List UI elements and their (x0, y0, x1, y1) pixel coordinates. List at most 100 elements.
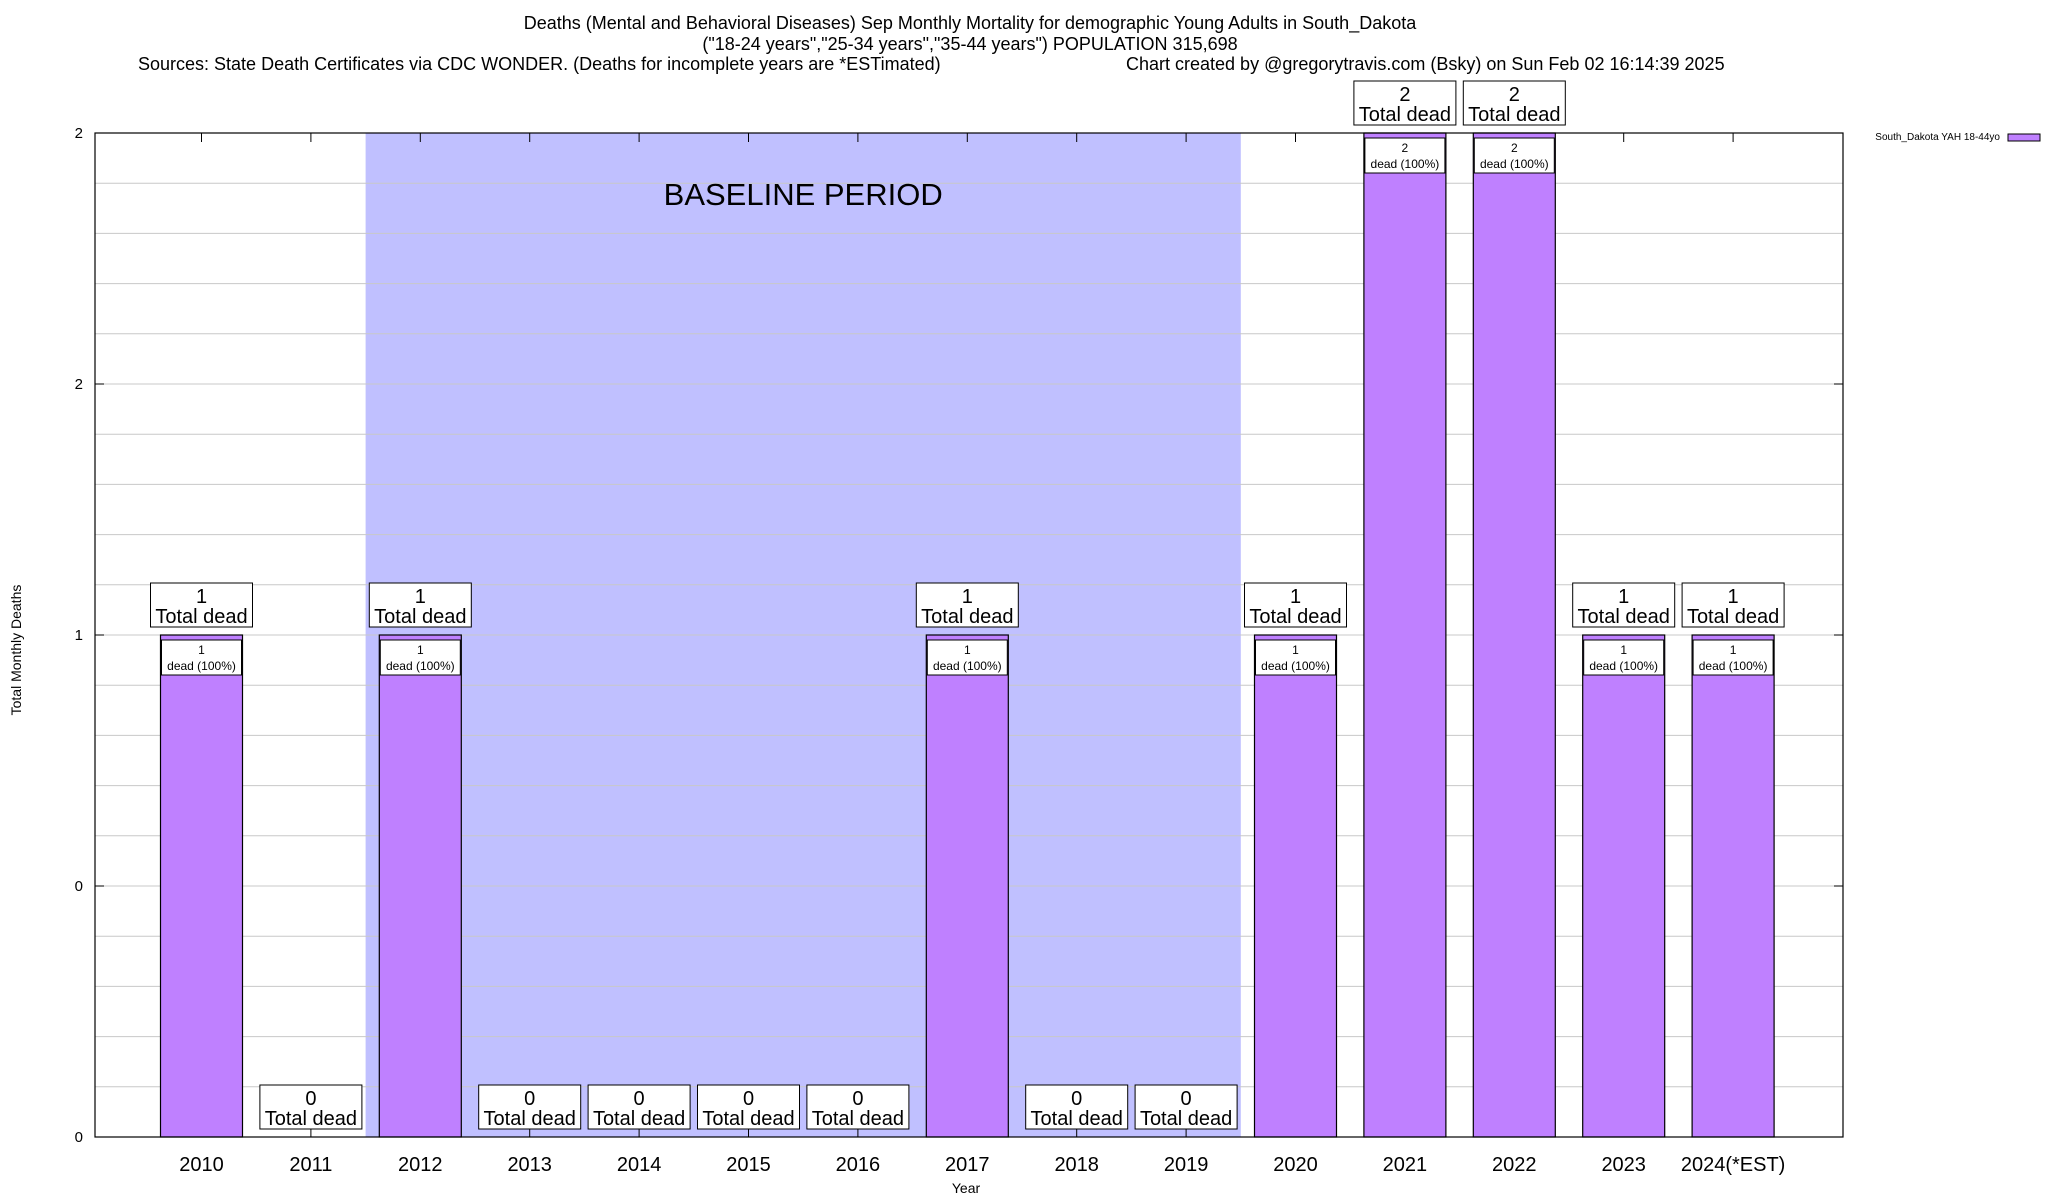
bar-2022 (1472, 132, 1556, 1138)
total-label-count: 0 (305, 1088, 316, 1110)
y-tick-label: 0 (75, 878, 83, 895)
total-label-count: 1 (1618, 586, 1629, 608)
bar-2021 (1363, 132, 1447, 1138)
bar-label-box (926, 639, 1008, 676)
x-tick-label: 2017 (945, 1154, 990, 1176)
total-label-text: Total dead (812, 1108, 904, 1130)
chart-title-block: Deaths (Mental and Behavioral Diseases) … (0, 13, 1940, 55)
total-label-box (1244, 582, 1347, 628)
x-tick-label: 2012 (398, 1154, 443, 1176)
total-label-box (1462, 80, 1566, 126)
bar-label-box (1692, 639, 1774, 676)
baseline-period-label: BASELINE PERIOD (664, 177, 943, 212)
bar-2017 (925, 634, 1009, 1138)
total-label-text: Total dead (1140, 1108, 1232, 1130)
x-tick-label: 2018 (1054, 1154, 1099, 1176)
bar-2012 (378, 634, 462, 1138)
bar-label-count: 1 (964, 643, 971, 657)
chart-credit: Chart created by @gregorytravis.com (Bsk… (1126, 54, 1725, 74)
y-tick-label: 2 (75, 376, 83, 393)
total-label-count: 0 (852, 1088, 863, 1110)
total-label-count: 0 (1071, 1088, 1082, 1110)
total-label-box (368, 582, 472, 628)
bar-label-count: 1 (1620, 643, 1627, 657)
y-tick-label: 1 (75, 627, 83, 644)
bar-label-count: 1 (1730, 643, 1737, 657)
total-label-count: 0 (634, 1088, 645, 1110)
total-label-count: 1 (1728, 586, 1739, 608)
x-tick-label: 2019 (1164, 1154, 1209, 1176)
total-label-text: Total dead (593, 1108, 685, 1130)
total-label-count: 0 (524, 1088, 535, 1110)
x-tick-label: 2011 (289, 1154, 332, 1176)
total-label-text: Total dead (155, 606, 247, 628)
total-label-text: Total dead (1031, 1108, 1123, 1130)
total-label-box (587, 1084, 691, 1130)
x-tick-label: 2013 (507, 1154, 552, 1176)
chart-sources: Sources: State Death Certificates via CD… (138, 54, 941, 74)
bar-label-box (1255, 639, 1336, 676)
total-label-box (1681, 582, 1785, 628)
total-label-count: 1 (196, 586, 207, 608)
total-label-box (697, 1084, 800, 1130)
total-label-text: Total dead (374, 606, 466, 628)
chart-subtitle: ("18-24 years","25-34 years","35-44 year… (702, 34, 1238, 54)
total-label-count: 0 (743, 1088, 754, 1110)
x-tick-label: 2015 (726, 1154, 771, 1176)
bar-label-text: dead (100%) (1699, 659, 1768, 673)
total-label-count: 1 (415, 586, 426, 608)
total-label-count: 2 (1509, 84, 1520, 106)
x-tick-label: 2014 (617, 1154, 662, 1176)
total-label-box (259, 1084, 363, 1130)
bar-label-box (379, 639, 461, 676)
bar-2010 (159, 634, 244, 1138)
total-label-count: 1 (1290, 586, 1301, 608)
x-tick-label: 2010 (179, 1154, 224, 1176)
x-tick-label: 2021 (1383, 1154, 1428, 1176)
bar-label-count: 1 (198, 643, 205, 657)
total-label-text: Total dead (1578, 606, 1670, 628)
total-label-box (1572, 582, 1676, 628)
total-label-box (915, 582, 1019, 628)
bar-label-count: 2 (1402, 141, 1409, 155)
legend-label: South_Dakota YAH 18-44yo (1875, 132, 2000, 143)
bar-label-text: dead (100%) (933, 659, 1002, 673)
total-label-box (806, 1084, 910, 1130)
total-label-box (1353, 80, 1457, 126)
total-label-text: Total dead (1687, 606, 1779, 628)
y-axis-label: Total Monthly Deaths (8, 584, 24, 716)
total-label-count: 1 (962, 586, 973, 608)
total-label-text: Total dead (921, 606, 1013, 628)
y-tick-label: 2 (75, 125, 83, 142)
bar-label-text: dead (100%) (1589, 659, 1658, 673)
bar-label-text: dead (100%) (386, 659, 455, 673)
total-label-text: Total dead (265, 1108, 357, 1130)
total-label-text: Total dead (1468, 104, 1560, 126)
bar-label-text: dead (100%) (1480, 157, 1549, 171)
bar-label-box (161, 639, 242, 676)
x-tick-label: 2023 (1601, 1154, 1646, 1176)
total-label-box (1025, 1084, 1129, 1130)
x-tick-label: 2020 (1273, 1154, 1318, 1176)
bar-label-text: dead (100%) (1371, 157, 1440, 171)
x-tick-label: 2024(*EST) (1681, 1154, 1786, 1176)
bar-label-text: dead (100%) (167, 659, 236, 673)
bar-label-box (1583, 639, 1665, 676)
total-label-count: 2 (1399, 84, 1410, 106)
total-label-text: Total dead (484, 1108, 576, 1130)
bar-label-count: 2 (1511, 141, 1518, 155)
chart-title: Deaths (Mental and Behavioral Diseases) … (523, 13, 1417, 33)
plot-border (94, 132, 1844, 1138)
total-label-box (478, 1084, 582, 1130)
total-label-text: Total dead (1249, 606, 1341, 628)
total-label-text: Total dead (702, 1108, 794, 1130)
legend-swatch (2007, 133, 2041, 142)
bar-2020 (1253, 634, 1338, 1138)
total-label-box (150, 582, 253, 628)
x-tick-label: 2022 (1492, 1154, 1537, 1176)
bar-2023 (1582, 634, 1666, 1138)
x-axis-label: Year (951, 1180, 981, 1196)
total-label-text: Total dead (1359, 104, 1451, 126)
total-label-box (1134, 1084, 1238, 1130)
